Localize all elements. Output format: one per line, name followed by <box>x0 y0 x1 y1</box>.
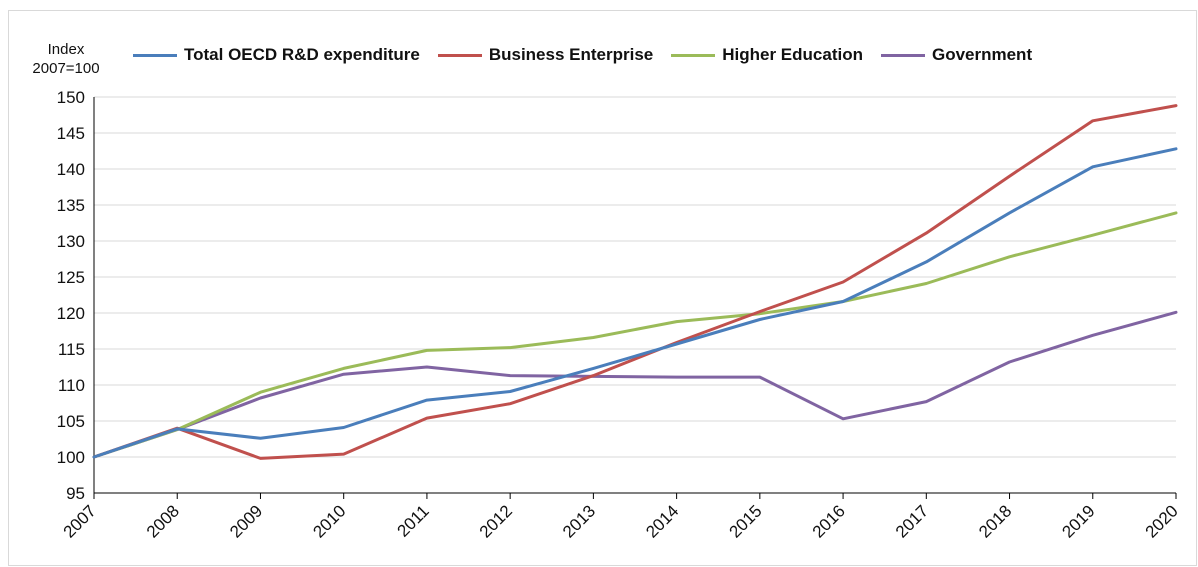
chart-frame <box>8 10 1197 566</box>
y-tick-label-120: 120 <box>57 304 85 323</box>
y-axis-title: Index 2007=100 <box>26 40 106 78</box>
x-tick-label-2014: 2014 <box>642 501 682 541</box>
x-tick-label-2015: 2015 <box>725 501 765 541</box>
legend-swatch-government <box>880 53 925 57</box>
y-tick-label-125: 125 <box>57 268 85 287</box>
x-tick-label-2020: 2020 <box>1142 501 1182 541</box>
x-tick-label-2018: 2018 <box>975 501 1015 541</box>
series-line-higher-education <box>92 211 1178 459</box>
y-tick-label-110: 110 <box>58 376 85 395</box>
series-line-business <box>92 104 1178 460</box>
legend-item-higher-education: Higher Education <box>671 45 863 65</box>
legend: Total OECD R&D expenditure Business Ente… <box>133 45 1032 65</box>
y-axis-title-line1: Index <box>47 41 85 58</box>
y-tick-label-130: 130 <box>57 232 85 251</box>
y-tick-label-150: 150 <box>57 88 85 107</box>
legend-label-higher-education: Higher Education <box>722 45 863 64</box>
x-tick-label-2016: 2016 <box>809 501 849 541</box>
y-tick-label-95: 95 <box>66 484 85 503</box>
x-tick-label-2011: 2011 <box>393 501 432 540</box>
x-tick-label-2009: 2009 <box>226 501 266 541</box>
y-tick-label-145: 145 <box>57 124 85 143</box>
legend-item-government: Government <box>880 45 1033 65</box>
y-tick-label-140: 140 <box>57 160 85 179</box>
legend-label-government: Government <box>931 45 1033 64</box>
y-tick-label-115: 115 <box>58 340 85 359</box>
legend-swatch-total <box>133 53 177 57</box>
x-tick-label-2017: 2017 <box>892 501 932 541</box>
x-tick-label-2007: 2007 <box>60 501 100 541</box>
legend-label-total: Total OECD R&D expenditure <box>184 45 420 64</box>
y-tick-label-100: 100 <box>57 448 85 467</box>
x-tick-label-2010: 2010 <box>309 501 349 541</box>
legend-item-business: Business Enterprise <box>437 45 654 65</box>
x-tick-label-2019: 2019 <box>1058 501 1098 541</box>
series-line-government <box>92 310 1178 459</box>
x-tick-label-2013: 2013 <box>559 501 599 541</box>
x-tick-label-2008: 2008 <box>143 501 183 541</box>
y-axis-title-line2: 2007=100 <box>32 60 100 77</box>
legend-swatch-business <box>437 53 482 57</box>
y-tick-label-105: 105 <box>57 412 85 431</box>
legend-swatch-higher-education <box>671 53 716 57</box>
legend-label-business: Business Enterprise <box>488 45 654 64</box>
y-tick-label-135: 135 <box>57 196 85 215</box>
x-tick-label-2012: 2012 <box>476 501 516 541</box>
series-line-total <box>92 147 1178 459</box>
legend-item-total: Total OECD R&D expenditure <box>133 45 420 65</box>
